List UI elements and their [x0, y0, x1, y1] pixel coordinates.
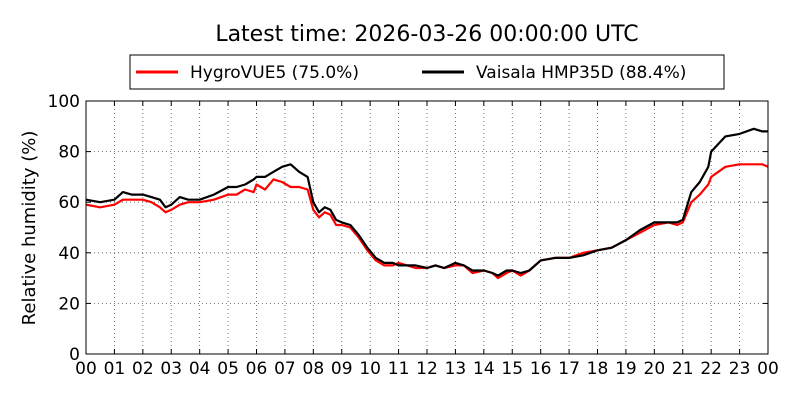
x-tick-label: 21: [672, 359, 694, 379]
x-tick-label: 04: [189, 359, 211, 379]
y-axis-label: Relative humidity (%): [19, 131, 40, 326]
x-tick-label: 05: [217, 359, 239, 379]
x-tick-label: 20: [644, 359, 666, 379]
x-tick-label: 13: [445, 359, 467, 379]
tick-labels: 0 20 40 60 80 100 00 01 02 03 04 05 06 07 08 09 10 11 12 13…: [48, 92, 779, 379]
y-tick-label: 60: [58, 193, 80, 213]
x-tick-label: 03: [160, 359, 182, 379]
y-tick-label: 80: [58, 143, 80, 163]
x-tick-label: 01: [104, 359, 126, 379]
x-tick-label: 08: [303, 359, 325, 379]
x-tick-label: 10: [359, 359, 381, 379]
series-line-vaisala: [85, 127, 768, 277]
chart-title: Latest time: 2026-03-26 00:00:00 UTC: [215, 22, 638, 47]
tick-marks: [85, 100, 769, 355]
y-tick-label: 100: [48, 92, 80, 112]
plot-frame: [85, 100, 769, 355]
legend: HygroVUE5 (75.0%) Vaisala HMP35D (88.4%): [129, 54, 725, 90]
series-layer: [85, 127, 769, 280]
x-tick-label: 15: [501, 359, 523, 379]
x-tick-label: 11: [388, 359, 410, 379]
x-tick-label: 22: [700, 359, 722, 379]
x-tick-label: 00: [75, 359, 97, 379]
x-tick-label: 09: [331, 359, 353, 379]
x-tick-label: 16: [530, 359, 552, 379]
x-tick-label: 02: [132, 359, 154, 379]
x-tick-label: 12: [416, 359, 438, 379]
legend-label-vaisala: Vaisala HMP35D (88.4%): [476, 63, 686, 83]
x-tick-label: 23: [729, 359, 751, 379]
gridlines: [86, 101, 768, 354]
y-tick-label: 0: [69, 345, 80, 365]
x-tick-label: 17: [558, 359, 580, 379]
y-tick-label: 40: [58, 244, 80, 264]
x-tick-label: 19: [615, 359, 637, 379]
x-tick-label: 07: [274, 359, 296, 379]
x-tick-label: 18: [587, 359, 609, 379]
y-tick-label: 20: [58, 294, 80, 314]
x-tick-label: 06: [246, 359, 268, 379]
x-tick-label: 14: [473, 359, 495, 379]
legend-label-hygrovue5: HygroVUE5 (75.0%): [190, 63, 359, 83]
x-tick-label: 00: [757, 359, 779, 379]
